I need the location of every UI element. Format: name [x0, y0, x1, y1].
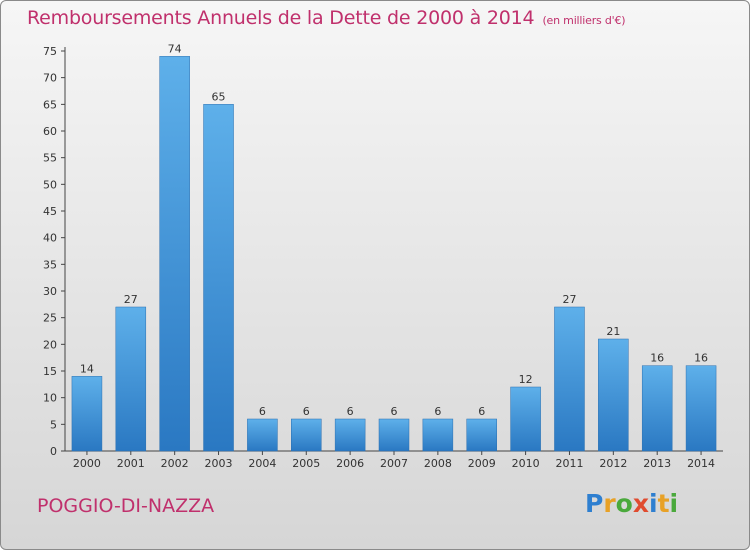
y-tick-label: 60: [43, 125, 57, 138]
data-label: 6: [303, 405, 310, 418]
y-tick-label: 75: [43, 45, 57, 58]
logo-letter: x: [632, 489, 649, 518]
bar-2009: [466, 418, 497, 452]
bar-2014: [685, 365, 717, 452]
data-label: 6: [478, 405, 485, 418]
bar-2013: [641, 365, 673, 452]
chart-bars: [71, 56, 717, 452]
x-tick-label: 2007: [380, 457, 408, 470]
data-label: 12: [519, 373, 533, 386]
data-label: 16: [650, 352, 664, 365]
data-label: 65: [212, 90, 226, 103]
data-label: 27: [124, 293, 138, 306]
data-label: 6: [259, 405, 266, 418]
bar-2004: [247, 418, 278, 452]
y-tick-label: 25: [43, 312, 57, 325]
x-tick-label: 2001: [117, 457, 145, 470]
chart-labels: 2000 14 2001 27 2002 74 2003 65 2004 6 2005 6 2006 6 2…: [73, 42, 715, 470]
data-label: 16: [694, 352, 708, 365]
data-label: 6: [434, 405, 441, 418]
logo-letter: i: [649, 489, 658, 518]
logo-letter: i: [669, 489, 679, 518]
x-tick-label: 2013: [643, 457, 671, 470]
y-tick-label: 10: [43, 392, 57, 405]
logo-letter: t: [657, 489, 670, 518]
bar-2011: [554, 306, 585, 452]
data-label: 27: [562, 293, 576, 306]
y-tick-label: 0: [50, 445, 57, 458]
bar-2001: [115, 306, 147, 452]
x-tick-label: 2014: [687, 457, 715, 470]
bar-2003: [203, 104, 234, 452]
bar-2006: [334, 418, 366, 452]
y-tick-label: 45: [43, 205, 57, 218]
chart-unit-note: (en milliers d'€): [542, 14, 626, 27]
data-label: 6: [347, 405, 354, 418]
y-tick-label: 50: [43, 178, 57, 191]
x-tick-label: 2012: [599, 457, 627, 470]
chart-title-text: Remboursements Annuels de la Dette de 20…: [27, 7, 535, 29]
y-tick-label: 40: [43, 232, 57, 245]
x-tick-label: 2011: [555, 457, 583, 470]
x-tick-label: 2010: [512, 457, 540, 470]
x-tick-label: 2004: [248, 457, 276, 470]
x-tick-label: 2006: [336, 457, 364, 470]
bar-2000: [71, 376, 103, 452]
y-tick-label: 15: [43, 365, 57, 378]
x-tick-label: 2000: [73, 457, 101, 470]
data-label: 21: [606, 325, 620, 338]
logo-letter: P: [585, 489, 604, 518]
proxiti-logo: Proxiti: [585, 489, 678, 518]
y-tick-label: 55: [43, 152, 57, 165]
y-tick-label: 20: [43, 338, 57, 351]
y-tick-label: 5: [50, 418, 57, 431]
bar-2005: [291, 418, 322, 452]
x-tick-label: 2009: [468, 457, 496, 470]
data-label: 6: [391, 405, 398, 418]
x-tick-label: 2002: [161, 457, 189, 470]
bar-2002: [159, 56, 190, 452]
logo-letter: r: [603, 489, 616, 518]
y-tick-label: 65: [43, 98, 57, 111]
commune-name: POGGIO-DI-NAZZA: [37, 495, 215, 517]
bar-2010: [510, 386, 541, 452]
bar-2012: [598, 338, 629, 452]
x-tick-label: 2008: [424, 457, 452, 470]
chart-title: Remboursements Annuels de la Dette de 20…: [27, 7, 626, 29]
logo-letter: o: [615, 489, 633, 518]
y-tick-label: 35: [43, 258, 57, 271]
bar-2008: [422, 418, 454, 452]
x-tick-label: 2003: [205, 457, 233, 470]
bar-2007: [378, 418, 410, 452]
x-tick-label: 2005: [292, 457, 320, 470]
y-tick-label: 70: [43, 72, 57, 85]
data-label: 14: [80, 362, 94, 375]
data-label: 74: [168, 42, 182, 55]
y-tick-label: 30: [43, 285, 57, 298]
